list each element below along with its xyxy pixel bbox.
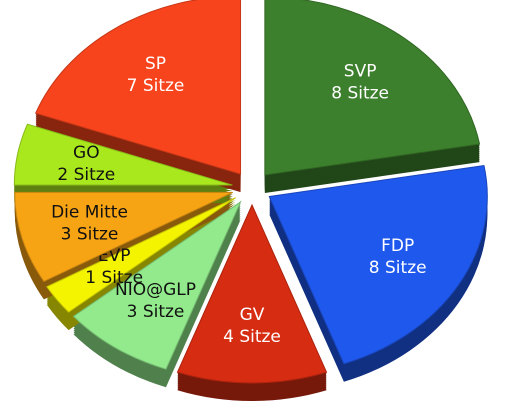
slice bbox=[14, 191, 233, 283]
slice-label: GO bbox=[73, 143, 100, 163]
slice-label: SP bbox=[145, 54, 166, 74]
value-label: 3 Sitze bbox=[61, 225, 119, 245]
slice bbox=[72, 200, 242, 370]
value-label: 3 Sitze bbox=[127, 302, 185, 322]
slice bbox=[268, 165, 488, 365]
value-label: 4 Sitze bbox=[223, 327, 281, 347]
value-label: 8 Sitze bbox=[369, 258, 427, 278]
value-label: 8 Sitze bbox=[331, 83, 389, 103]
value-label: 7 Sitze bbox=[127, 76, 185, 96]
slice bbox=[34, 0, 242, 175]
slice bbox=[13, 123, 233, 186]
slice-label: GV bbox=[240, 305, 265, 325]
value-label: 2 Sitze bbox=[57, 165, 115, 185]
slice bbox=[176, 203, 328, 384]
slice-label: SVP bbox=[344, 61, 377, 81]
slice bbox=[46, 197, 236, 313]
value-label: 1 Sitze bbox=[85, 268, 143, 288]
slice bbox=[264, 0, 481, 176]
slice-label: FDP bbox=[381, 236, 414, 256]
slice-label: NIO@GLP bbox=[115, 280, 196, 300]
slice-label: Die Mitte bbox=[51, 203, 128, 223]
